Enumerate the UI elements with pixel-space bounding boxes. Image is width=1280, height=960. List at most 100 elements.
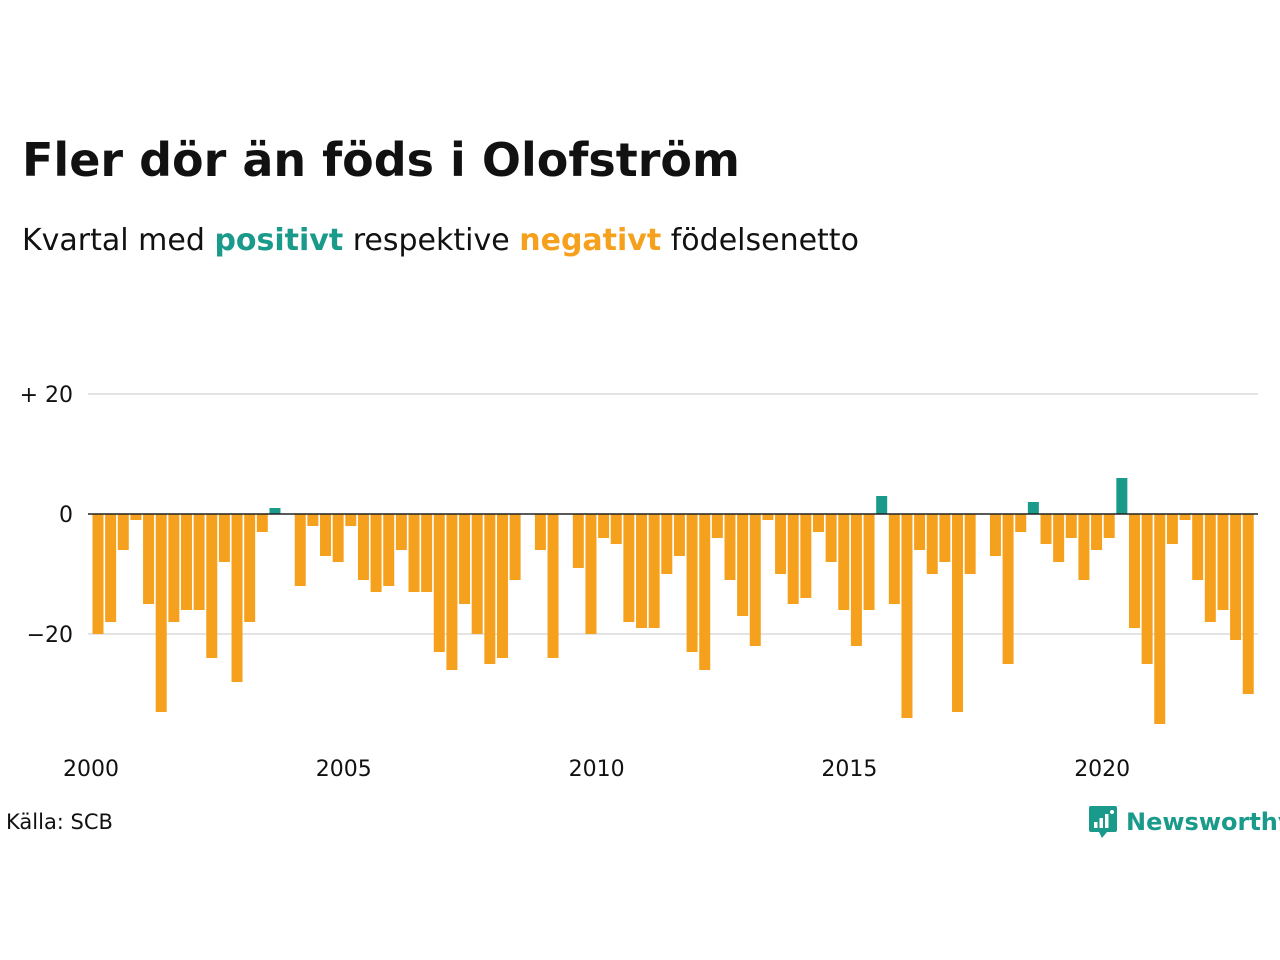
bar (598, 514, 610, 538)
bar-chart: + 20 0 −20 2000 2005 2010 2015 2020 (20, 383, 1258, 782)
y-tick-label: + 20 (20, 383, 73, 408)
bar (433, 514, 445, 652)
bar (1242, 514, 1254, 694)
bar (547, 514, 559, 658)
bar (534, 514, 546, 550)
bar (876, 496, 888, 514)
bar (509, 514, 521, 580)
bar (939, 514, 951, 562)
bar (1166, 514, 1178, 544)
bar (888, 514, 900, 604)
bar (1128, 514, 1140, 628)
bar (1053, 514, 1065, 562)
bar (168, 514, 180, 622)
bar (1204, 514, 1216, 622)
bar (989, 514, 1001, 556)
y-tick-label: −20 (27, 623, 73, 648)
bar-chart-speech-bubble-icon (1089, 806, 1117, 838)
bar (269, 508, 281, 514)
bar (484, 514, 496, 664)
bar (92, 514, 104, 634)
bar (105, 514, 117, 622)
bar (914, 514, 926, 550)
bar (143, 514, 155, 604)
bar (724, 514, 736, 580)
bar (800, 514, 812, 598)
bar (775, 514, 787, 574)
bar (1027, 502, 1039, 514)
bar (1154, 514, 1166, 724)
bar (952, 514, 964, 712)
bar (421, 514, 433, 592)
bar (850, 514, 862, 646)
bar (787, 514, 799, 604)
x-tick-label: 2005 (316, 757, 372, 782)
bar (244, 514, 256, 622)
bar (332, 514, 344, 562)
bar (673, 514, 685, 556)
x-tick-label: 2010 (569, 757, 625, 782)
bar (206, 514, 218, 658)
bar (762, 514, 774, 520)
bar (459, 514, 471, 604)
bar (749, 514, 761, 646)
bar (307, 514, 319, 526)
bar (610, 514, 622, 544)
bar (863, 514, 875, 610)
subtitle-mid: respektive (352, 223, 510, 258)
bar (1116, 478, 1128, 514)
bar (1179, 514, 1191, 520)
bar (193, 514, 205, 610)
subtitle-prefix: Kvartal med (22, 223, 205, 258)
bar (636, 514, 648, 628)
bar (585, 514, 597, 634)
bar (825, 514, 837, 562)
bar (1091, 514, 1103, 550)
bar (231, 514, 243, 682)
bar (1141, 514, 1153, 664)
x-tick-label: 2015 (821, 757, 877, 782)
bar (446, 514, 458, 670)
bar (370, 514, 382, 592)
bar (812, 514, 824, 532)
bar (699, 514, 711, 670)
bar (1230, 514, 1242, 640)
y-tick-label: 0 (59, 503, 73, 528)
subtitle-positive: positivt (214, 223, 344, 258)
bar (1192, 514, 1204, 580)
x-tick-label: 2020 (1074, 757, 1130, 782)
bar (838, 514, 850, 610)
bar (218, 514, 230, 562)
bar (180, 514, 192, 610)
bar (357, 514, 369, 580)
chart-subtitle: Kvartal med positivt respektive negativt… (22, 220, 859, 262)
bar (155, 514, 167, 712)
bar (1065, 514, 1077, 538)
bar (1103, 514, 1115, 538)
bar (117, 514, 129, 550)
bar (737, 514, 749, 616)
subtitle-negative: negativt (519, 223, 662, 258)
x-tick-label: 2000 (63, 757, 119, 782)
bar (256, 514, 268, 532)
subtitle-suffix: födelsenetto (670, 223, 859, 258)
bar (623, 514, 635, 622)
bar (496, 514, 508, 658)
bar (395, 514, 407, 550)
bar (1002, 514, 1014, 664)
bar (648, 514, 660, 628)
bar (661, 514, 673, 574)
bar (1015, 514, 1027, 532)
bar (1078, 514, 1090, 580)
bar (130, 514, 142, 520)
bar (901, 514, 913, 718)
bar (926, 514, 938, 574)
bar (1217, 514, 1229, 610)
bar (320, 514, 332, 556)
bar (964, 514, 976, 574)
bar (345, 514, 357, 526)
brand-logo: Newsworthy (1088, 804, 1280, 840)
bar (572, 514, 584, 568)
brand-name: Newsworthy (1126, 808, 1280, 836)
bar (471, 514, 483, 634)
